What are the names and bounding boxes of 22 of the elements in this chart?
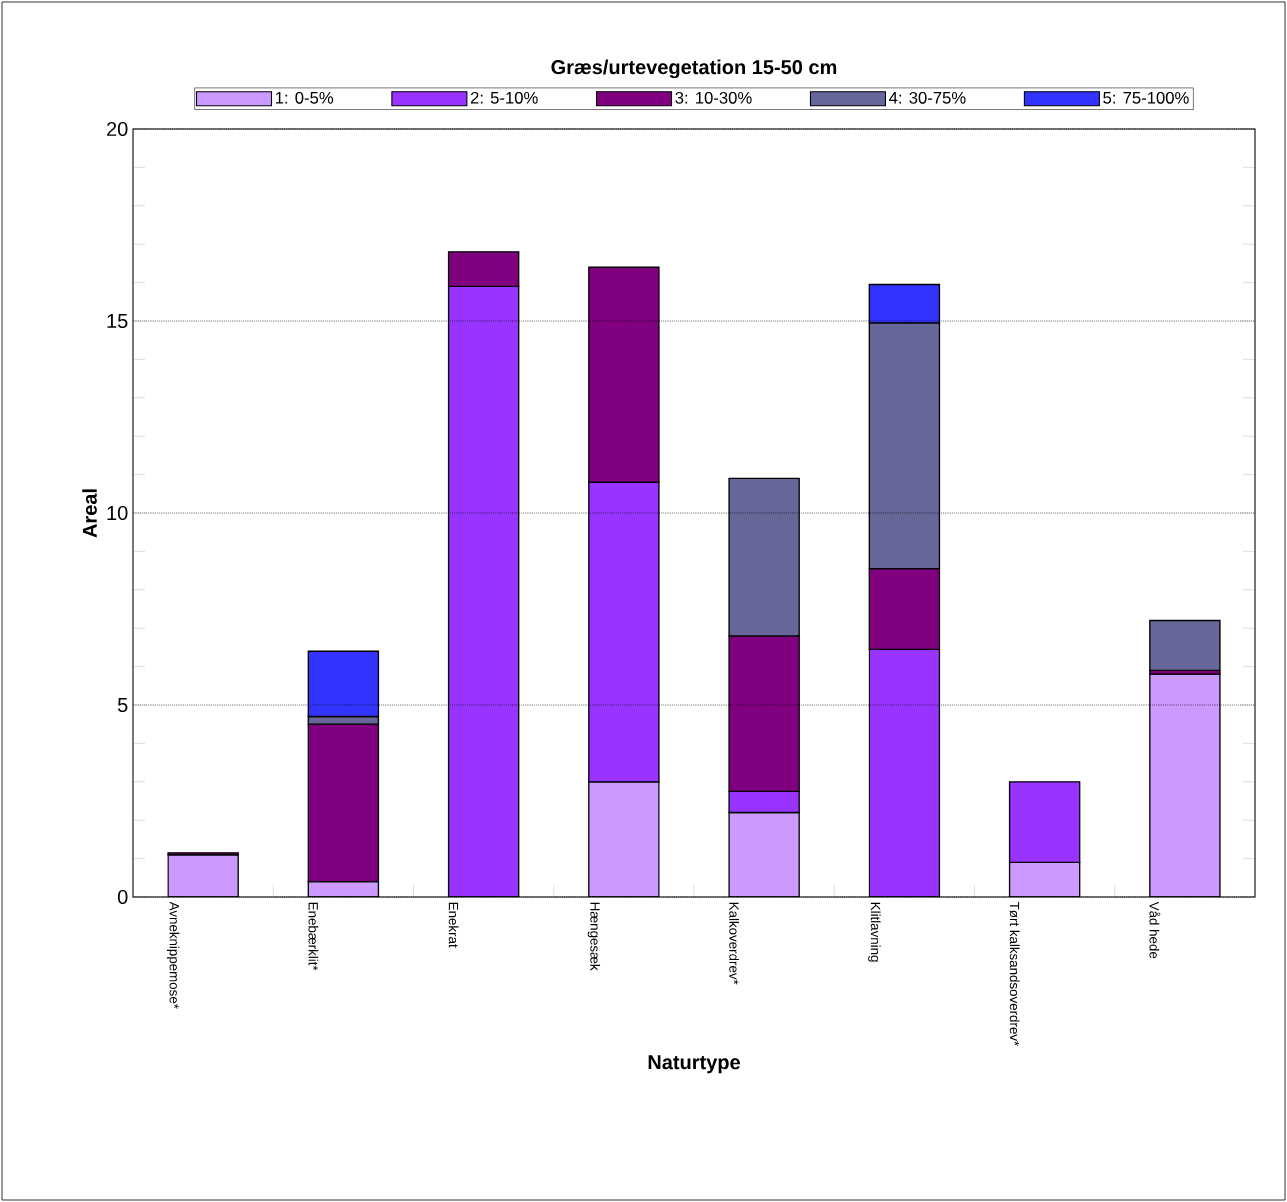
y-axis-title: Areal — [82, 489, 97, 538]
x-tick-label: Kalkoverdrev* — [729, 902, 740, 985]
legend-label: 2: 5-10% — [470, 91, 538, 104]
x-tick-label: Hængesæk — [587, 902, 601, 971]
legend-label: 3: 10-30% — [675, 91, 752, 104]
legend-label: 4: 30-75% — [889, 91, 966, 104]
legend-label: 5: 75-100% — [1103, 91, 1189, 104]
y-tick-label: 20 — [107, 121, 128, 137]
x-tick-label: Tørt kalksandsoverdrev* — [1009, 902, 1020, 1046]
chart-title: Græs/urtevegetation 15-50 cm — [551, 59, 837, 79]
x-tick-label: Klitlavning — [868, 902, 881, 962]
bar — [1149, 619, 1221, 672]
x-tick-label: Enebærklit* — [308, 902, 319, 971]
y-tick-label: 15 — [107, 314, 128, 328]
x-tick-label: Avneknippemose* — [166, 901, 180, 1009]
x-tick-label: Enekrat — [448, 902, 459, 948]
y-tick-label: 10 — [107, 505, 128, 521]
y-tick-label: 0 — [117, 889, 128, 905]
x-tick-label: Våd hede — [1149, 901, 1161, 959]
legend-label: 1: 0-5% — [275, 91, 334, 104]
x-axis-title: Naturtype — [648, 1055, 740, 1074]
y-tick-label: 5 — [117, 698, 128, 712]
